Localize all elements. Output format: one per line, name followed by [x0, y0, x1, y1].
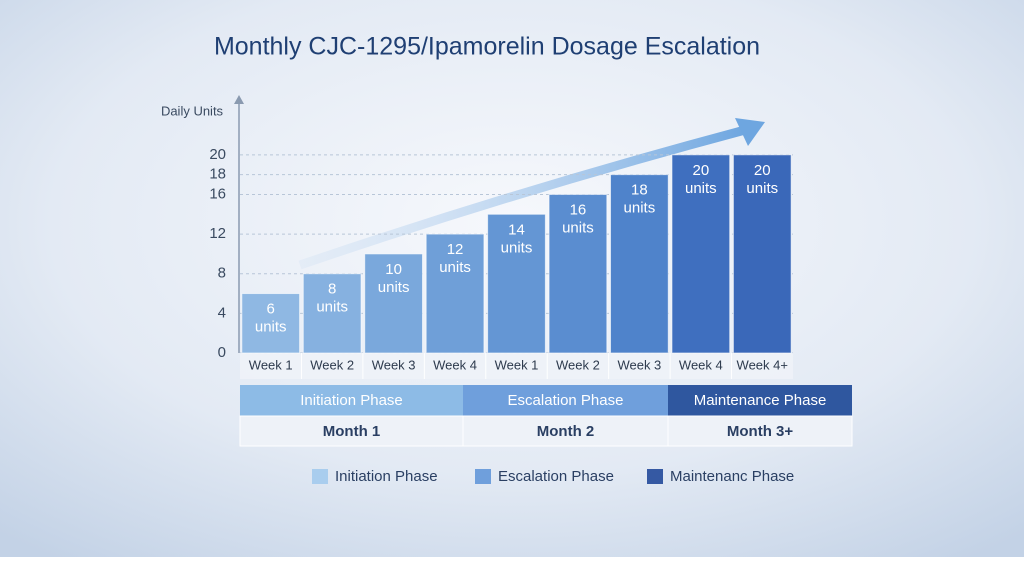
- legend-swatch: [647, 469, 663, 484]
- value-label: 16 units: [562, 201, 594, 236]
- value-label: 6 units: [255, 301, 287, 336]
- phase-band: [240, 385, 463, 416]
- trend-arrow-head: [735, 118, 765, 146]
- y-tick-label: 18: [209, 166, 226, 183]
- y-axis-arrow: [234, 95, 244, 104]
- value-label: 12 units: [439, 241, 471, 276]
- x-label-band: [240, 353, 793, 379]
- x-tick-label: Week 2: [310, 357, 354, 372]
- y-tick-label: 20: [209, 146, 226, 163]
- value-label: 18 units: [624, 182, 656, 217]
- bar: [671, 154, 731, 354]
- bar: [548, 193, 608, 354]
- phase-band: [463, 385, 668, 416]
- x-tick-label: Week 1: [249, 357, 293, 372]
- month-label: Month 3+: [727, 423, 793, 440]
- month-label: Month 2: [537, 423, 595, 440]
- bar: [425, 233, 485, 354]
- value-label: 20 units: [685, 162, 717, 197]
- phase-name: Maintenance Phase: [694, 392, 827, 409]
- value-label: 10 units: [378, 261, 410, 296]
- bar: [487, 213, 546, 354]
- x-tick-label: Week 3: [617, 357, 661, 372]
- bar: [302, 273, 362, 354]
- bar: [610, 174, 669, 354]
- bar: [732, 154, 792, 354]
- legend-label: Escalation Phase: [498, 468, 614, 485]
- trend-arrow: [298, 125, 747, 270]
- chart-title: Monthly CJC-1295/Ipamorelin Dosage Escal…: [214, 33, 760, 61]
- month-label: Month 1: [323, 423, 381, 440]
- y-tick-label: 16: [209, 185, 226, 202]
- phase-name: Escalation Phase: [508, 392, 624, 409]
- x-tick-label: Week 4: [433, 357, 477, 372]
- value-label: 20 units: [746, 162, 778, 197]
- y-tick-label: 0: [218, 344, 226, 361]
- value-label: 8 units: [316, 281, 348, 316]
- phase-name: Initiation Phase: [300, 392, 403, 409]
- legend-swatch: [475, 469, 491, 484]
- phase-band: [668, 385, 852, 416]
- y-axis-label: Daily Units: [161, 103, 224, 118]
- x-tick-label: Week 2: [556, 357, 600, 372]
- y-tick-label: 4: [218, 304, 226, 321]
- month-cell: [667, 415, 853, 447]
- y-tick-label: 12: [209, 225, 226, 242]
- value-label: 14 units: [501, 221, 533, 256]
- x-tick-label: Week 4+: [737, 357, 788, 372]
- bar: [364, 253, 423, 354]
- legend-label: Initiation Phase: [335, 468, 438, 485]
- bar: [241, 293, 301, 354]
- legend-swatch: [312, 469, 328, 484]
- x-tick-label: Week 4: [679, 357, 723, 372]
- x-tick-label: Week 1: [495, 357, 539, 372]
- x-tick-label: Week 3: [372, 357, 416, 372]
- legend-label: Maintenanc Phase: [670, 468, 794, 485]
- y-tick-label: 8: [218, 265, 226, 282]
